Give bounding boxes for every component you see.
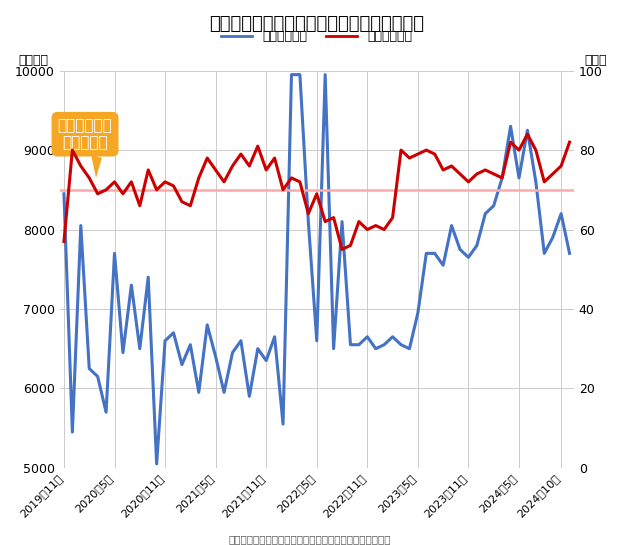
Text: 好不調ライン
（７０％）: 好不調ライン （７０％） <box>58 118 112 150</box>
Text: （万円）: （万円） <box>19 54 48 66</box>
Polygon shape <box>91 154 102 178</box>
Text: （％）: （％） <box>585 54 607 66</box>
Title: 首都圏の新築マンション価格と契約率の推移: 首都圏の新築マンション価格と契約率の推移 <box>210 15 424 33</box>
Legend: 価格（万円）, 契約率（％）: 価格（万円）, 契約率（％） <box>216 25 417 49</box>
Text: 不動産経済研究所の市場動向データをもとに編集部が作成: 不動産経済研究所の市場動向データをもとに編集部が作成 <box>229 534 391 544</box>
